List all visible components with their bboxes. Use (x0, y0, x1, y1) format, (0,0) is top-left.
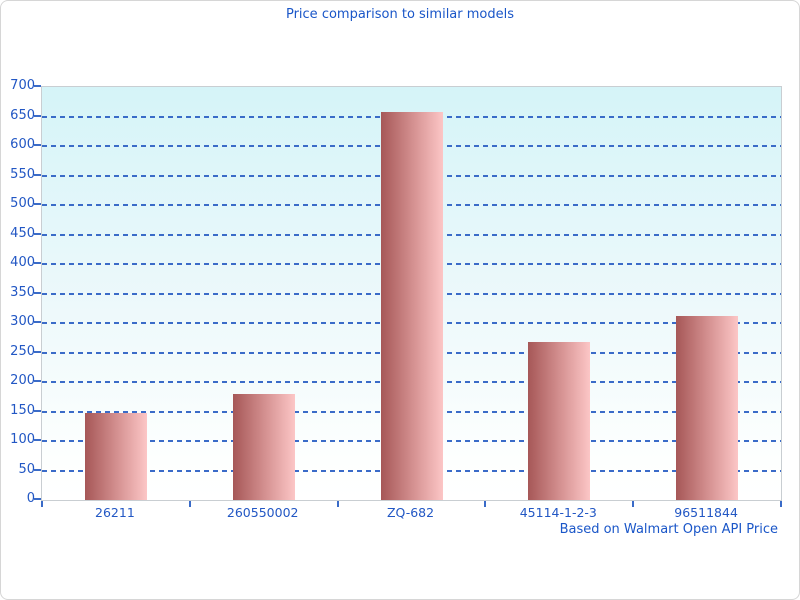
y-axis-label-500: 500 (10, 196, 35, 211)
x-axis-label-45114-1-2-3: 45114-1-2-3 (519, 505, 597, 520)
y-axis-label-600: 600 (10, 137, 35, 152)
bar-96511844 (676, 315, 739, 500)
bar-260550002 (232, 393, 295, 500)
y-tick-400 (34, 262, 41, 264)
bar-26211 (84, 412, 147, 500)
y-axis-label-400: 400 (10, 255, 35, 270)
y-axis-label-200: 200 (10, 373, 35, 388)
y-tick-150 (34, 409, 41, 412)
y-tick-350 (34, 291, 41, 294)
y-tick-0 (34, 498, 41, 500)
y-axis-label-650: 650 (10, 107, 35, 123)
bar-45114-1-2-3 (528, 341, 591, 500)
y-axis-label-700: 700 (10, 78, 35, 93)
x-tick-1 (188, 501, 191, 507)
plot-area (41, 86, 782, 501)
x-tick-2 (336, 501, 339, 507)
y-tick-200 (34, 380, 41, 382)
x-axis-label-260550002: 260550002 (226, 505, 299, 520)
y-axis-label-0: 0 (26, 491, 35, 506)
y-tick-700 (34, 85, 41, 87)
y-tick-600 (34, 144, 41, 146)
x-tick-4 (632, 501, 635, 507)
y-axis-label-100: 100 (10, 432, 35, 447)
footnote: Based on Walmart Open API Price (559, 522, 778, 537)
y-tick-100 (34, 439, 41, 441)
y-axis-label-250: 250 (10, 343, 35, 359)
y-tick-50 (34, 468, 41, 471)
y-axis-label-50: 50 (18, 461, 35, 477)
y-axis-label-450: 450 (10, 225, 35, 241)
x-axis-label-26211: 26211 (95, 505, 135, 520)
y-tick-450 (34, 232, 41, 235)
y-tick-300 (34, 321, 41, 323)
bar-ZQ-682 (380, 111, 443, 500)
x-axis-label-ZQ-682: ZQ-682 (386, 505, 435, 520)
y-axis-label-550: 550 (10, 166, 35, 182)
x-tick-0 (41, 501, 43, 507)
y-axis-label-150: 150 (10, 402, 35, 418)
y-axis-label-350: 350 (10, 284, 35, 300)
y-tick-250 (34, 350, 41, 353)
x-tick-5 (780, 501, 782, 507)
x-axis-label-96511844: 96511844 (674, 505, 738, 520)
x-tick-3 (484, 501, 487, 507)
y-axis-label-300: 300 (10, 314, 35, 329)
y-tick-650 (34, 114, 41, 117)
y-tick-500 (34, 203, 41, 205)
chart-title: Price comparison to similar models (285, 7, 515, 22)
y-tick-550 (34, 173, 41, 176)
